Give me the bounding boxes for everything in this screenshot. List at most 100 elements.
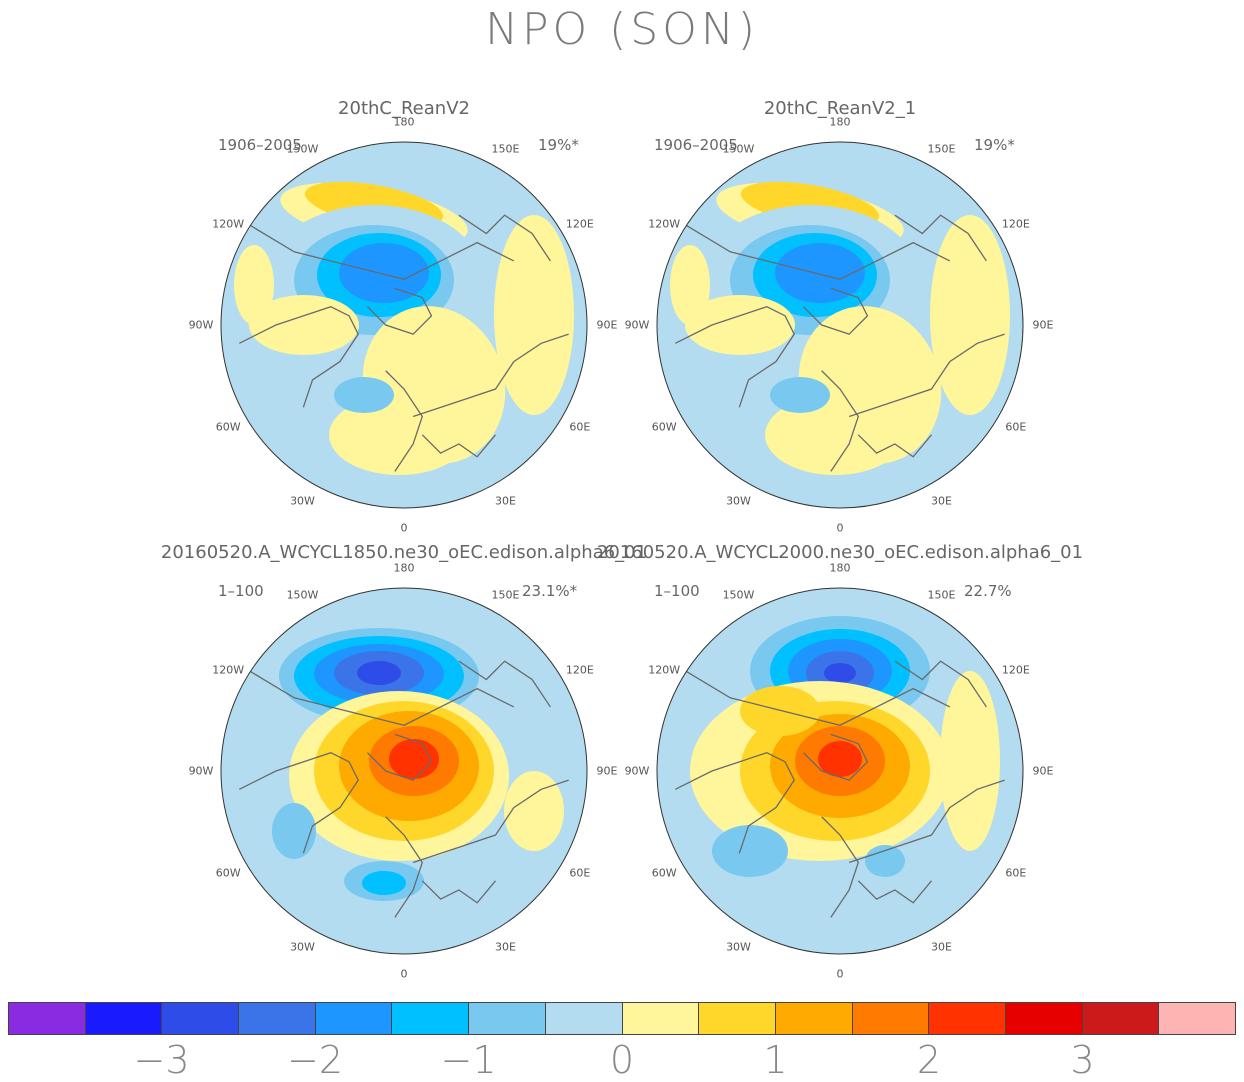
colorbar-swatch — [699, 1003, 776, 1034]
longitude-label: 60W — [651, 420, 677, 433]
longitude-label: 90E — [1032, 318, 1054, 332]
longitude-label: 120E — [1001, 663, 1030, 676]
coastline — [421, 434, 496, 458]
longitude-label: 150E — [927, 142, 956, 156]
longitude-label: 120E — [565, 217, 594, 230]
colorbar-swatch — [9, 1003, 86, 1034]
colorbar-swatch — [1082, 1003, 1160, 1034]
coastline — [684, 669, 951, 726]
coastline — [385, 370, 424, 472]
colorbar-tick-label: 1 — [763, 1038, 788, 1082]
coastline — [857, 434, 932, 458]
longitude-label: 150E — [491, 142, 520, 156]
panel-title: 20thC_ReanV2 — [338, 98, 470, 119]
longitude-label: 0 — [400, 521, 408, 535]
contour-region — [504, 771, 564, 851]
panel-title: 20160520.A_WCYCL1850.ne30_oEC.edison.alp… — [160, 542, 648, 563]
longitude-label: 120W — [648, 217, 681, 230]
coastline — [857, 880, 932, 904]
longitude-label: 180 — [829, 115, 851, 129]
longitude-label: 90W — [188, 318, 214, 332]
colorbar-tick-label: 0 — [609, 1038, 635, 1082]
contour-region — [824, 663, 856, 683]
longitude-label: 120W — [212, 217, 245, 230]
polar-map — [656, 141, 1024, 509]
colorbar-tick-label: 2 — [916, 1038, 942, 1082]
coastline — [848, 333, 1005, 418]
contour-region — [249, 295, 359, 355]
polar-map — [656, 587, 1024, 955]
longitude-label: 60W — [651, 866, 677, 879]
longitude-label: 150W — [722, 142, 755, 156]
longitude-label: 30W — [726, 940, 751, 954]
longitude-label: 90W — [624, 318, 650, 332]
coastline — [458, 660, 551, 708]
coastline — [821, 816, 860, 918]
contour-region — [865, 845, 905, 877]
polar-map — [220, 587, 588, 955]
contour-region — [775, 243, 865, 303]
longitude-label: 60E — [1005, 420, 1027, 433]
longitude-label: 90W — [188, 764, 214, 778]
longitude-label: 0 — [836, 967, 844, 981]
variance-label: 19%* — [538, 136, 579, 154]
longitude-label: 0 — [400, 967, 408, 981]
map-boundary — [220, 587, 588, 955]
contour-region — [685, 295, 795, 355]
colorbar-swatch — [315, 1003, 393, 1034]
colorbar-tick-label: 3 — [1070, 1038, 1095, 1082]
colorbar-swatch — [545, 1003, 623, 1034]
longitude-label: 90W — [624, 764, 650, 778]
longitude-label: 30W — [290, 940, 315, 954]
colorbar-tick-label: −3 — [133, 1038, 190, 1082]
map-boundary — [656, 587, 1024, 955]
contour-region — [362, 871, 406, 895]
colorbar-swatch — [1159, 1003, 1235, 1034]
contour-region — [712, 825, 788, 877]
contour-region — [940, 671, 1000, 851]
contour-region — [740, 686, 820, 736]
polar-map — [220, 141, 588, 509]
longitude-label: 30E — [495, 494, 516, 508]
contour-region — [765, 395, 905, 475]
variance-label: 22.7% — [964, 582, 1012, 600]
coastline — [248, 223, 515, 280]
longitude-label: 60E — [1005, 866, 1027, 879]
coastline — [248, 669, 515, 726]
coastline — [239, 751, 360, 854]
colorbar-swatch — [775, 1003, 853, 1034]
coastline — [684, 223, 951, 280]
coastline — [458, 214, 551, 262]
longitude-label: 30W — [290, 494, 315, 508]
coastline — [412, 333, 569, 418]
contour-region — [389, 739, 439, 779]
coastline — [821, 370, 860, 472]
variance-label: 23.1%* — [522, 582, 578, 600]
longitude-label: 180 — [393, 115, 415, 129]
longitude-label: 180 — [393, 561, 415, 575]
coastline — [366, 733, 433, 781]
longitude-label: 90E — [596, 764, 618, 778]
longitude-label: 60W — [215, 420, 241, 433]
colorbar — [8, 1002, 1236, 1035]
longitude-label: 0 — [836, 521, 844, 535]
contour-region — [930, 215, 1010, 415]
longitude-label: 120W — [648, 663, 681, 676]
coastline — [239, 305, 360, 408]
panel-title: 20160520.A_WCYCL2000.ne30_oEC.edison.alp… — [596, 542, 1084, 563]
longitude-label: 150E — [927, 588, 956, 602]
colorbar-swatch — [85, 1003, 163, 1034]
contour-region — [234, 245, 274, 325]
coastline — [802, 287, 869, 335]
colorbar-swatch — [852, 1003, 930, 1034]
period-label: 1906–2005 — [218, 136, 302, 154]
contour-region — [818, 741, 862, 777]
coastline — [412, 779, 569, 864]
coastline — [385, 816, 424, 918]
variance-label: 19%* — [974, 136, 1015, 154]
contour-region — [357, 661, 401, 685]
period-label: 1–100 — [654, 582, 700, 600]
map-boundary — [220, 141, 588, 509]
coastline — [802, 733, 869, 781]
contour-region — [670, 245, 710, 325]
